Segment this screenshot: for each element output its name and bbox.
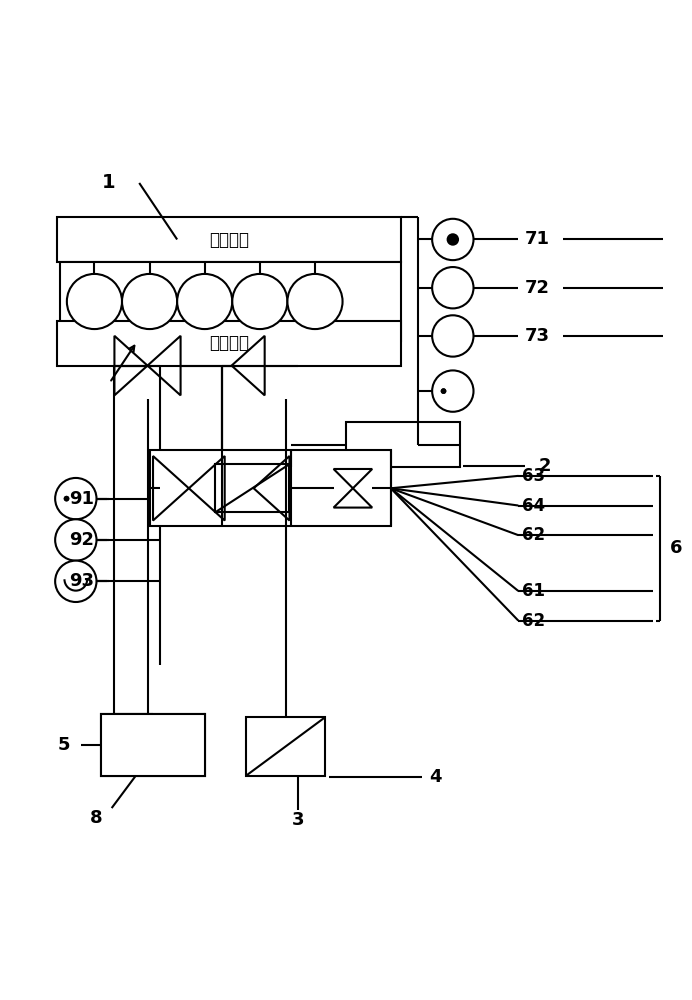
Text: 91: 91 (69, 490, 94, 508)
Text: 92: 92 (69, 531, 94, 549)
Text: 3: 3 (291, 811, 304, 829)
Text: 73: 73 (525, 327, 550, 345)
Text: 71: 71 (525, 230, 550, 248)
Bar (101, 714, 205, 776)
Text: 62: 62 (522, 612, 545, 630)
Text: 64: 64 (522, 497, 545, 515)
Bar (57, 217, 401, 262)
Circle shape (67, 274, 122, 329)
Text: 61: 61 (522, 582, 545, 600)
Text: 1: 1 (102, 173, 115, 192)
Circle shape (55, 519, 96, 561)
Text: 93: 93 (69, 572, 94, 590)
Circle shape (177, 274, 233, 329)
Text: 进气歧管: 进气歧管 (209, 231, 249, 249)
Circle shape (432, 219, 473, 260)
Circle shape (448, 235, 457, 244)
Circle shape (55, 478, 96, 519)
Bar (149, 450, 391, 526)
Circle shape (122, 274, 177, 329)
Circle shape (64, 497, 69, 501)
Text: 6: 6 (670, 539, 682, 557)
Circle shape (432, 315, 473, 357)
Circle shape (441, 389, 446, 394)
Bar (246, 717, 325, 776)
Circle shape (448, 234, 458, 245)
Text: 62: 62 (522, 526, 545, 544)
Text: 72: 72 (525, 279, 550, 297)
Circle shape (64, 496, 69, 501)
Bar (101, 714, 205, 776)
Circle shape (432, 267, 473, 308)
Bar (60, 262, 401, 341)
Text: 63: 63 (522, 467, 545, 485)
Bar (57, 321, 401, 366)
Circle shape (55, 561, 96, 602)
Text: 5: 5 (58, 736, 71, 754)
Text: 2: 2 (539, 457, 552, 475)
Circle shape (432, 370, 473, 412)
Text: 4: 4 (429, 768, 441, 786)
Bar (346, 422, 459, 467)
Circle shape (233, 274, 287, 329)
Circle shape (287, 274, 343, 329)
Text: 8: 8 (90, 809, 103, 827)
Text: 排气歧管: 排气歧管 (209, 334, 249, 352)
Bar (215, 464, 289, 512)
Circle shape (441, 389, 446, 393)
